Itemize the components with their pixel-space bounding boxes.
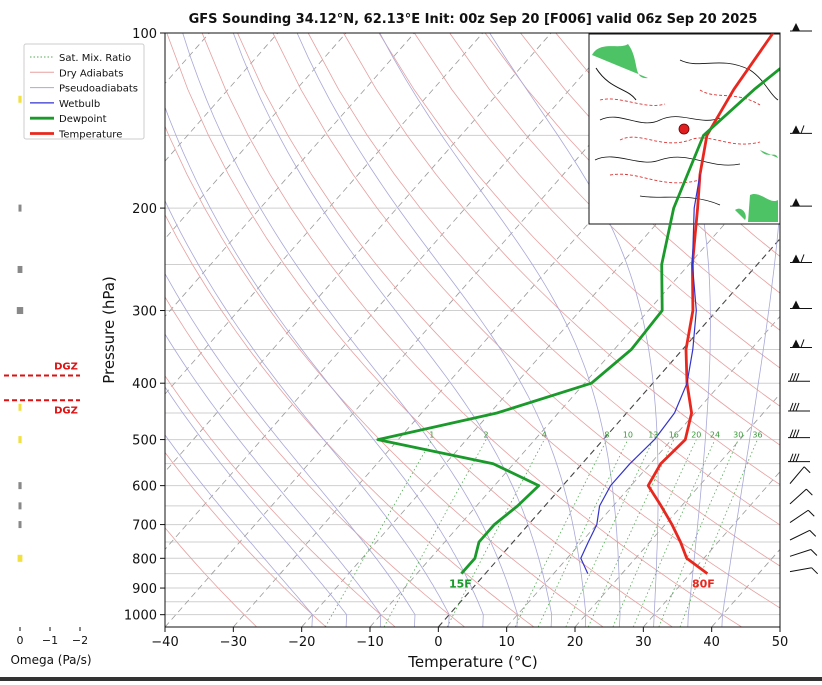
omega-tick-label: −2 [72,634,88,647]
mixing-ratio-label: 20 [691,431,701,440]
wind-barb [790,568,818,574]
dgz-label: DGZ [54,362,78,373]
pseudoadiabat [135,6,483,627]
mixing-ratio-line [613,440,696,627]
wind-barb [790,125,812,133]
wind-barb [790,510,814,522]
omega-bar [18,266,23,273]
x-tick-label: −20 [288,635,315,650]
mixing-ratio-label: 4 [542,431,547,440]
mixing-ratio-label: 1 [429,431,434,440]
y-tick-label: 100 [132,27,157,42]
surface-temp-label: 80F [692,578,715,591]
x-tick-label: 30 [635,635,652,650]
legend-label: Temperature [58,130,122,141]
x-tick-label: 40 [703,635,720,650]
legend: Sat. Mix. Ratio Dry Adiabats Pseudoadiabat… [24,44,144,141]
omega-bar [18,436,21,443]
wind-barb [788,430,810,438]
omega-bar [19,502,22,509]
wind-barb [790,467,810,484]
y-axis-label: Pressure (hPa) [100,276,118,384]
pseudoadiabat [175,6,518,627]
x-tick-label: 0 [434,635,442,650]
x-tick-label: 10 [498,635,515,650]
y-tick-label: 200 [132,202,157,217]
legend-label: Wetbulb [59,99,100,110]
mixing-ratio-label: 13 [648,431,658,440]
mixing-ratio-label: 16 [669,431,679,440]
mixing-ratio-label: 24 [710,431,720,440]
x-tick-label: −10 [356,635,383,650]
omega-axis-label: Omega (Pa/s) [10,653,91,667]
wind-barb [790,198,812,206]
wind-barb [790,301,812,309]
chart-title: GFS Sounding 34.12°N, 62.13°E Init: 00z … [189,12,758,27]
omega-bar [19,205,22,212]
pseudoadiabat [224,6,552,627]
mixing-ratio-label: 30 [733,431,743,440]
wind-barb [788,403,810,411]
legend-label: Pseudoadiabats [59,84,138,95]
mixing-ratio-label: 10 [623,431,633,440]
legend-label: Sat. Mix. Ratio [59,53,131,64]
x-axis-ticks: −40 −30 −20 −10 0 10 20 30 40 50 [151,627,788,650]
legend-label: Dewpoint [59,114,107,125]
series-line-wetbulb [581,174,700,573]
wind-barb [790,550,817,557]
omega-bar [19,404,22,411]
wind-barbs [788,23,818,574]
pseudoadiabat [367,6,621,627]
mixing-ratio-label: 8 [604,431,609,440]
y-tick-label: 400 [132,377,157,392]
isotherm-line [780,33,822,627]
mixing-ratio-label: 36 [752,431,762,440]
omega-bar [18,96,21,103]
wind-barb [790,489,812,504]
mixing-ratio-line [680,440,758,627]
y-tick-label: 300 [132,305,157,320]
legend-label: Dry Adiabats [59,68,123,79]
mixing-ratio-line [538,440,628,627]
omega-tick-label: −1 [42,634,58,647]
mixing-ratio-line [447,440,544,627]
pseudoadiabat [286,6,586,627]
x-tick-label: 50 [772,635,789,650]
y-tick-label: 700 [132,519,157,534]
x-tick-label: −40 [151,635,178,650]
mixing-ratio-line [325,440,432,627]
omega-bar [19,521,22,528]
x-tick-label: −30 [220,635,247,650]
mixing-ratio-line [384,440,486,627]
x-tick-label: 20 [567,635,584,650]
omega-bar [18,555,23,562]
dgz-label: DGZ [54,405,78,416]
omega-panel: DGZ DGZ 0 −1 −2 [4,96,88,647]
omega-bar [18,482,21,489]
wind-barb [790,23,812,31]
mixing-ratio-label: 2 [484,431,489,440]
wind-barb [788,373,810,381]
bottom-border [0,677,822,681]
x-axis-label: Temperature (°C) [407,653,537,671]
y-tick-label: 500 [132,434,157,449]
y-tick-label: 1000 [124,609,157,624]
y-tick-label: 900 [132,582,157,597]
wind-barb [790,339,812,347]
isotherm-line [97,33,620,627]
omega-bar [17,307,23,314]
y-tick-label: 800 [132,552,157,567]
dry-adiabat [96,33,534,627]
wind-barb [788,454,810,462]
y-tick-label: 600 [132,480,157,495]
surface-dew-label: 15F [449,578,472,591]
omega-tick-label: 0 [17,634,24,647]
wind-barb [790,254,812,262]
wind-barb [790,530,816,540]
